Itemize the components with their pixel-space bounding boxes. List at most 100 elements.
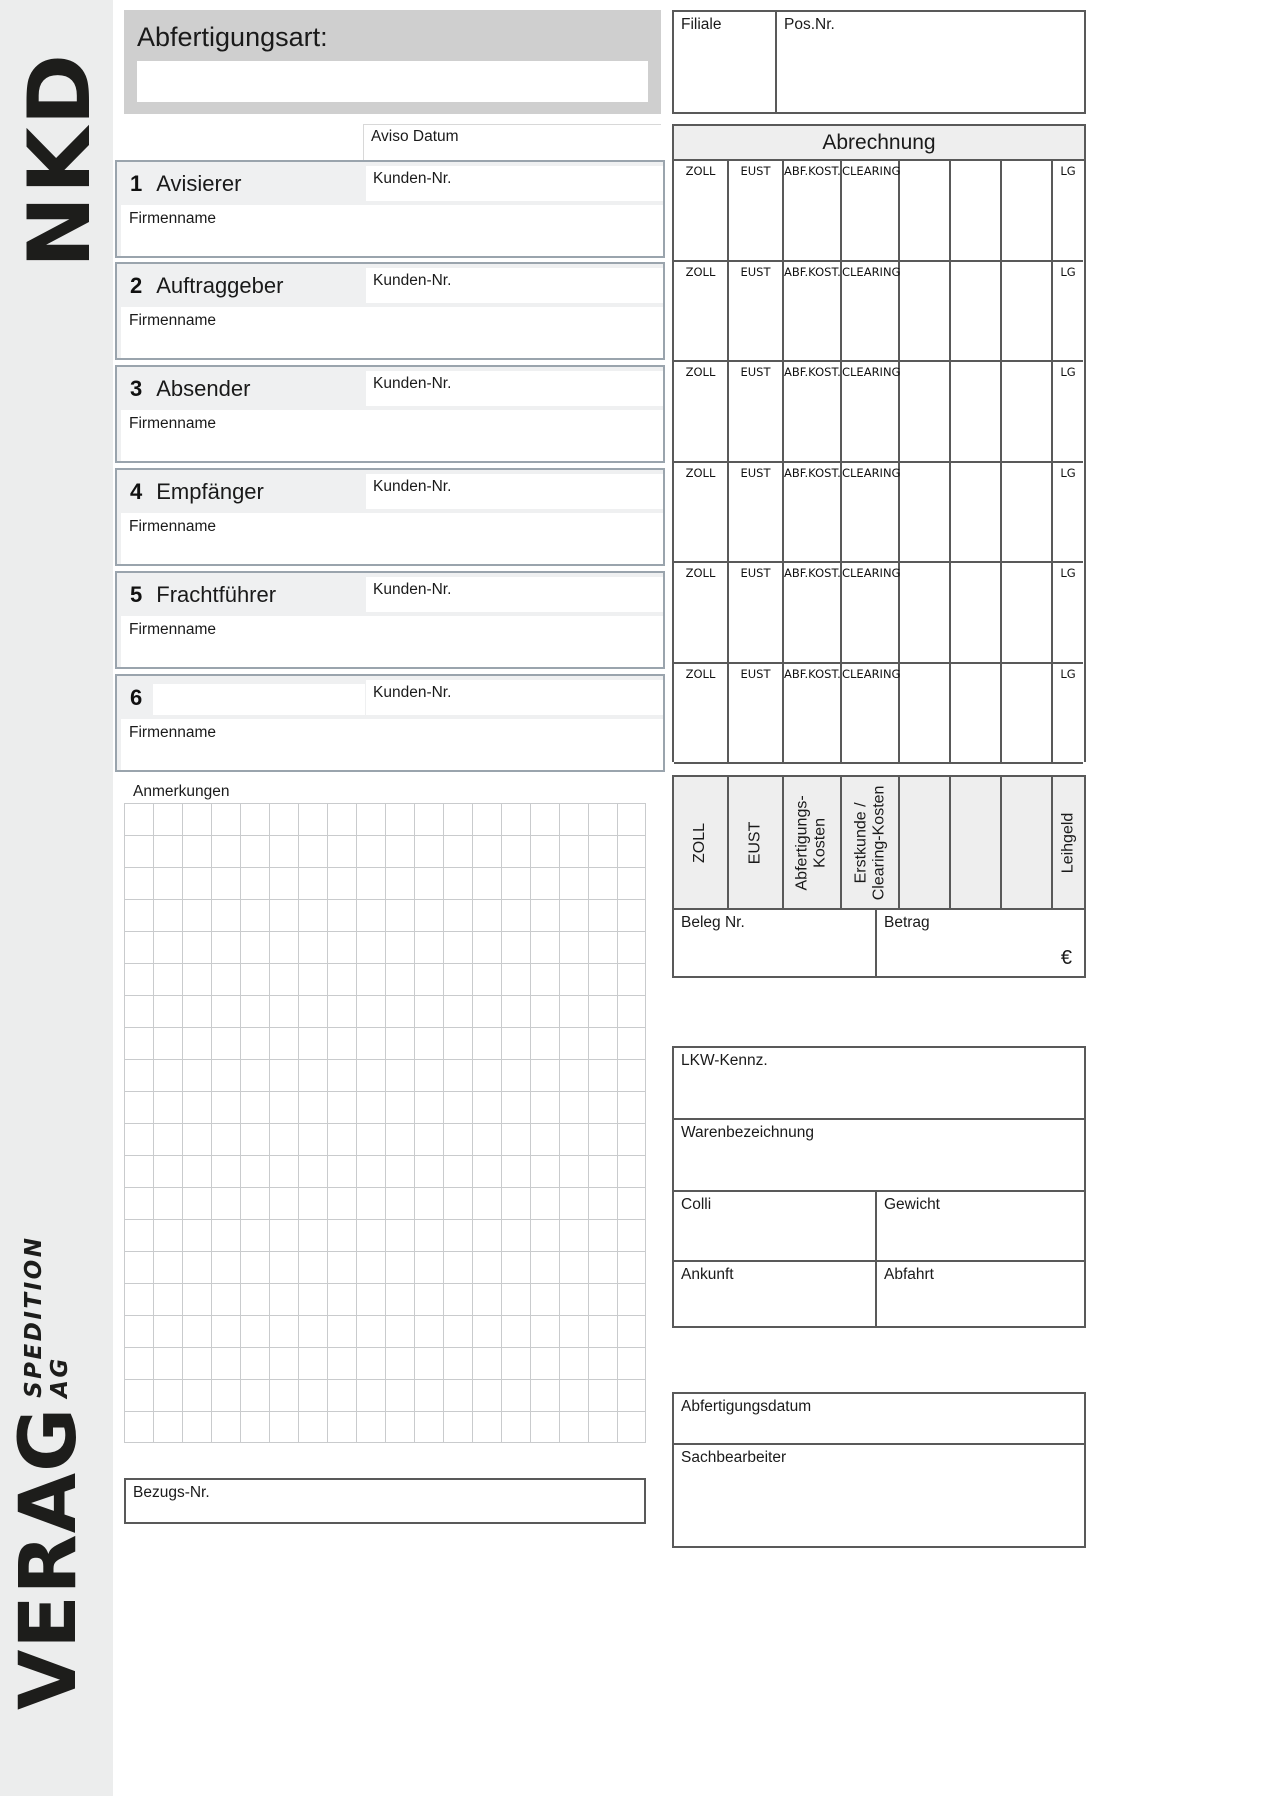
abrechnung-cell[interactable]: ABF.KOST. [784, 563, 842, 664]
abrechnung-cell[interactable]: ABF.KOST. [784, 362, 842, 463]
firmenname-field[interactable]: Firmenname [121, 719, 663, 770]
abrechnung-cell[interactable]: CLEARING [842, 362, 900, 463]
gewicht-label: Gewicht [884, 1196, 940, 1213]
abrechnung-cell[interactable]: LG [1053, 462, 1083, 563]
abrechnung-col-header: ABF.KOST. [784, 666, 841, 681]
kunden-nr-field[interactable]: Kunden-Nr. [366, 166, 663, 201]
abrechnung-cell[interactable]: LG [1053, 663, 1083, 764]
abrechnung-cell[interactable]: ABF.KOST. [784, 462, 842, 563]
abrechnung-cell[interactable] [951, 663, 1002, 764]
abrechnung-cell[interactable]: CLEARING [842, 261, 900, 362]
anmerkungen-grid[interactable] [124, 803, 646, 1443]
abrechnung-cell[interactable]: ZOLL [674, 362, 729, 463]
abrechnung-col-header: LG [1060, 164, 1076, 178]
abrechnung-cell[interactable]: EUST [729, 161, 784, 262]
abrechnung-cell[interactable] [900, 563, 951, 664]
aviso-datum-label: Aviso Datum [371, 128, 459, 145]
abrechnung-cell[interactable]: ABF.KOST. [784, 663, 842, 764]
abrechnung-summary-cell[interactable]: ZOLL [674, 777, 729, 908]
party-name-label: Empfänger [156, 478, 264, 504]
abrechnung-cell[interactable] [900, 663, 951, 764]
abfahrt-field[interactable]: Abfahrt [877, 1262, 1084, 1326]
abrechnung-cell[interactable] [900, 161, 951, 262]
abrechnung-row: ZOLL EUST ABF.KOST. CLEARING LG [674, 462, 1084, 563]
kunden-nr-field[interactable]: Kunden-Nr. [366, 680, 663, 715]
verag-logo: VERAG SPEDITION AG [4, 1190, 110, 1710]
abrechnung-row: ZOLL EUST ABF.KOST. CLEARING LG [674, 663, 1084, 764]
abfertigungsdatum-field[interactable]: Abfertigungsdatum [674, 1394, 1084, 1443]
firmenname-field[interactable]: Firmenname [121, 307, 663, 358]
abrechnung-cell[interactable]: LG [1053, 362, 1083, 463]
abrechnung-summary-cell[interactable]: Leihgeld [1053, 777, 1083, 908]
kunden-nr-field[interactable]: Kunden-Nr. [366, 268, 663, 303]
ankunft-field[interactable]: Ankunft [674, 1262, 875, 1326]
abrechnung-cell[interactable]: LG [1053, 161, 1083, 262]
abrechnung-cell[interactable]: ABF.KOST. [784, 261, 842, 362]
abrechnung-cell[interactable]: EUST [729, 261, 784, 362]
abrechnung-cell[interactable]: CLEARING [842, 462, 900, 563]
abrechnung-cell[interactable]: CLEARING [842, 663, 900, 764]
colli-field[interactable]: Colli [674, 1192, 875, 1260]
abrechnung-cell[interactable] [1002, 563, 1053, 664]
firmenname-field[interactable]: Firmenname [121, 205, 663, 256]
kunden-nr-label: Kunden-Nr. [373, 581, 452, 598]
aviso-datum-field[interactable]: Aviso Datum [363, 124, 661, 160]
betrag-field[interactable]: Betrag € [877, 910, 1084, 976]
abrechnung-cell[interactable]: ZOLL [674, 161, 729, 262]
abrechnung-cell[interactable] [1002, 362, 1053, 463]
abrechnung-summary-cell[interactable] [900, 777, 951, 908]
kunden-nr-field[interactable]: Kunden-Nr. [366, 474, 663, 509]
firmenname-field[interactable]: Firmenname [121, 410, 663, 461]
abrechnung-cell[interactable]: EUST [729, 362, 784, 463]
abrechnung-summary-cell[interactable] [1002, 777, 1053, 908]
bezugs-nr-field[interactable]: Bezugs-Nr. [124, 1478, 646, 1524]
ankunft-label: Ankunft [681, 1266, 734, 1283]
abrechnung-cell[interactable]: ZOLL [674, 663, 729, 764]
abrechnung-cell[interactable] [900, 261, 951, 362]
abrechnung-summary-cell[interactable]: Erstkunde / Clearing-Kosten [842, 777, 900, 908]
abrechnung-cell[interactable]: EUST [729, 462, 784, 563]
abrechnung-cell[interactable]: LG [1053, 261, 1083, 362]
filiale-field[interactable]: Filiale [674, 12, 775, 112]
abfertigungsart-input[interactable] [137, 61, 648, 102]
abrechnung-summary-cell[interactable]: Abfertigungs- Kosten [784, 777, 842, 908]
firmenname-field[interactable]: Firmenname [121, 513, 663, 564]
warenbezeichnung-field[interactable]: Warenbezeichnung [674, 1120, 1084, 1190]
footer-divider [674, 1443, 1084, 1445]
party-header: 4 Empfänger [121, 474, 365, 509]
lkw-kennz-field[interactable]: LKW-Kennz. [674, 1048, 1084, 1118]
abrechnung-summary-cell[interactable] [951, 777, 1002, 908]
sachbearbeiter-field[interactable]: Sachbearbeiter [674, 1445, 1084, 1546]
abrechnung-cell[interactable] [1002, 663, 1053, 764]
abrechnung-cell[interactable]: CLEARING [842, 563, 900, 664]
abrechnung-cell[interactable] [951, 462, 1002, 563]
abrechnung-cell[interactable] [1002, 161, 1053, 262]
abrechnung-cell[interactable] [951, 161, 1002, 262]
party-name-input[interactable] [153, 684, 365, 715]
beleg-nr-field[interactable]: Beleg Nr. [674, 910, 875, 976]
abrechnung-cell[interactable] [900, 362, 951, 463]
transport-divider-2 [674, 1190, 1084, 1192]
abrechnung-cell[interactable]: CLEARING [842, 161, 900, 262]
abrechnung-cell[interactable] [1002, 462, 1053, 563]
kunden-nr-field[interactable]: Kunden-Nr. [366, 371, 663, 406]
abrechnung-cell[interactable] [900, 462, 951, 563]
abrechnung-cell[interactable]: EUST [729, 563, 784, 664]
kunden-nr-field[interactable]: Kunden-Nr. [366, 577, 663, 612]
abrechnung-cell[interactable] [951, 563, 1002, 664]
abrechnung-cell[interactable] [1002, 261, 1053, 362]
abrechnung-col-header: ZOLL [685, 666, 716, 681]
abrechnung-cell[interactable] [951, 362, 1002, 463]
firmenname-field[interactable]: Firmenname [121, 616, 663, 667]
posnr-field[interactable]: Pos.Nr. [777, 12, 1084, 112]
verag-logo-main: VERAG [4, 1406, 94, 1710]
gewicht-field[interactable]: Gewicht [877, 1192, 1084, 1260]
abrechnung-cell[interactable]: LG [1053, 563, 1083, 664]
abrechnung-cell[interactable]: ABF.KOST. [784, 161, 842, 262]
abrechnung-cell[interactable]: ZOLL [674, 563, 729, 664]
abrechnung-cell[interactable]: ZOLL [674, 261, 729, 362]
abrechnung-summary-cell[interactable]: EUST [729, 777, 784, 908]
abrechnung-cell[interactable]: ZOLL [674, 462, 729, 563]
abrechnung-cell[interactable]: EUST [729, 663, 784, 764]
abrechnung-cell[interactable] [951, 261, 1002, 362]
